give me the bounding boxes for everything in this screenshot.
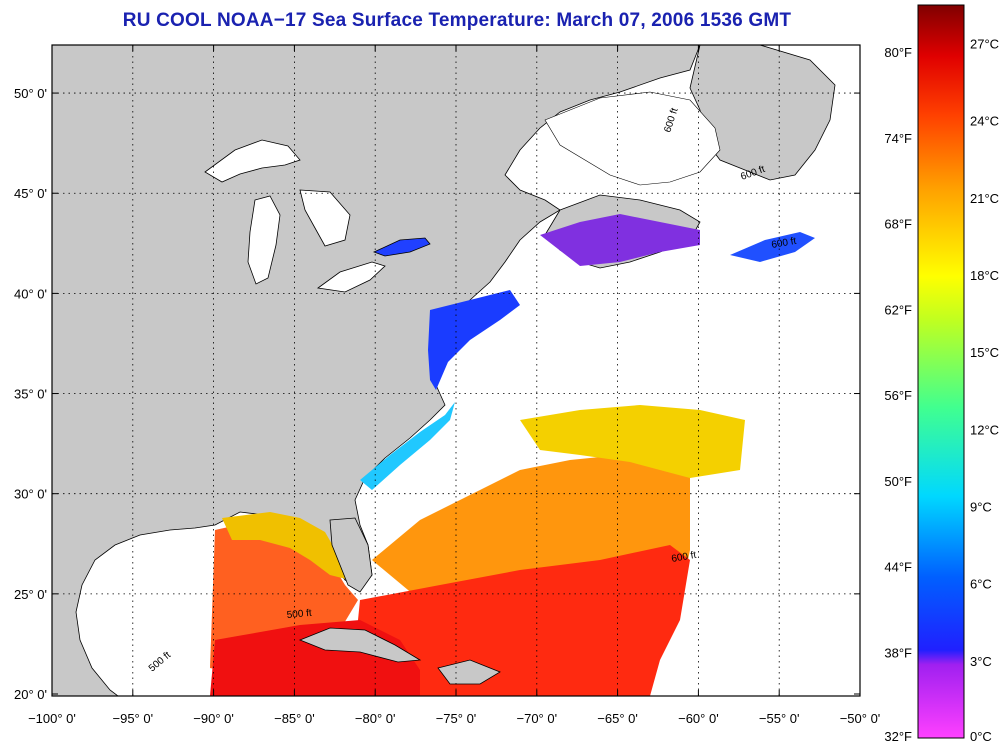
lon-label: −60° 0' bbox=[678, 711, 719, 726]
sst-gulf-shelf-yellow bbox=[222, 512, 350, 580]
isobath-label: 600 ft bbox=[671, 550, 698, 565]
colorbar-fahrenheit-label: 44°F bbox=[884, 560, 912, 575]
lake-superior bbox=[204, 139, 301, 183]
lat-label: 25° 0' bbox=[14, 587, 47, 602]
colorbar-fahrenheit-label: 74°F bbox=[884, 131, 912, 146]
colorbar-gradient bbox=[917, 4, 965, 739]
lat-label: 35° 0' bbox=[14, 387, 47, 402]
colorbar-fahrenheit-label: 80°F bbox=[884, 45, 912, 60]
sst-midatlantic-yellow bbox=[520, 405, 745, 478]
colorbar-fahrenheit-label: 56°F bbox=[884, 388, 912, 403]
lake-michigan bbox=[247, 195, 281, 285]
lat-label: 20° 0' bbox=[14, 687, 47, 702]
sst-gulf-of-maine-purple bbox=[540, 214, 700, 266]
map-title: RU COOL NOAA−17 Sea Surface Temperature:… bbox=[122, 10, 792, 31]
map-panel bbox=[52, 45, 860, 696]
colorbar-celsius-label: 21°C bbox=[970, 191, 999, 206]
sst-atlantic-red bbox=[355, 545, 690, 696]
colorbar-celsius-label: 24°C bbox=[970, 114, 999, 129]
lon-label: −65° 0' bbox=[597, 711, 638, 726]
lake-erie bbox=[316, 261, 386, 293]
lon-label: −75° 0' bbox=[436, 711, 477, 726]
water-gulf-st-lawrence bbox=[544, 91, 721, 186]
colorbar-labels: 27°C 24°C 21°C 18°C 15°C 12°C 9°C 6°C 3°C 0°C 80°F… bbox=[884, 37, 999, 744]
colorbar-celsius-label: 6°C bbox=[970, 577, 992, 592]
sst-coastal-cyan bbox=[360, 402, 455, 490]
lon-label: −95° 0' bbox=[113, 711, 154, 726]
colorbar-celsius-label: 0°C bbox=[970, 729, 992, 744]
colorbar-celsius-label: 3°C bbox=[970, 654, 992, 669]
land-florida bbox=[329, 517, 373, 593]
colorbar-fahrenheit-label: 32°F bbox=[884, 729, 912, 744]
lat-label: 30° 0' bbox=[14, 487, 47, 502]
colorbar: 27°C 24°C 21°C 18°C 15°C 12°C 9°C 6°C 3°C 0°C 80°F… bbox=[884, 4, 999, 744]
sst-coastal-blue bbox=[428, 290, 520, 390]
land-hispaniola bbox=[437, 659, 501, 685]
isobath-label: 500 ft bbox=[286, 608, 312, 621]
graticule bbox=[52, 45, 860, 696]
lat-label: 45° 0' bbox=[14, 186, 47, 201]
lake-ontario bbox=[372, 237, 431, 257]
colorbar-fahrenheit-label: 62°F bbox=[884, 302, 912, 317]
colorbar-fahrenheit-label: 50°F bbox=[884, 474, 912, 489]
lat-label: 40° 0' bbox=[14, 286, 47, 301]
lon-label: −70° 0' bbox=[517, 711, 558, 726]
axis-labels: −100° 0' −95° 0' −90° 0' −85° 0' −80° 0' −75°… bbox=[14, 45, 880, 726]
colorbar-celsius-label: 9°C bbox=[970, 500, 992, 515]
colorbar-fahrenheit-label: 68°F bbox=[884, 217, 912, 232]
colorbar-celsius-label: 27°C bbox=[970, 37, 999, 52]
lake-huron bbox=[299, 189, 351, 247]
lon-label: −50° 0' bbox=[840, 711, 881, 726]
colorbar-fahrenheit-label: 38°F bbox=[884, 645, 912, 660]
lat-label: 50° 0' bbox=[14, 86, 47, 101]
land-cuba bbox=[298, 627, 422, 663]
isobath-label: 600 ft bbox=[771, 236, 798, 251]
colorbar-celsius-label: 12°C bbox=[970, 422, 999, 437]
lon-label: −80° 0' bbox=[355, 711, 396, 726]
lon-label: −90° 0' bbox=[193, 711, 234, 726]
sst-scotian-blue bbox=[730, 232, 815, 262]
lon-label: −55° 0' bbox=[759, 711, 800, 726]
colorbar-celsius-label: 15°C bbox=[970, 345, 999, 360]
colorbar-celsius-label: 18°C bbox=[970, 268, 999, 283]
lon-label: −100° 0' bbox=[28, 711, 76, 726]
lon-label: −85° 0' bbox=[274, 711, 315, 726]
